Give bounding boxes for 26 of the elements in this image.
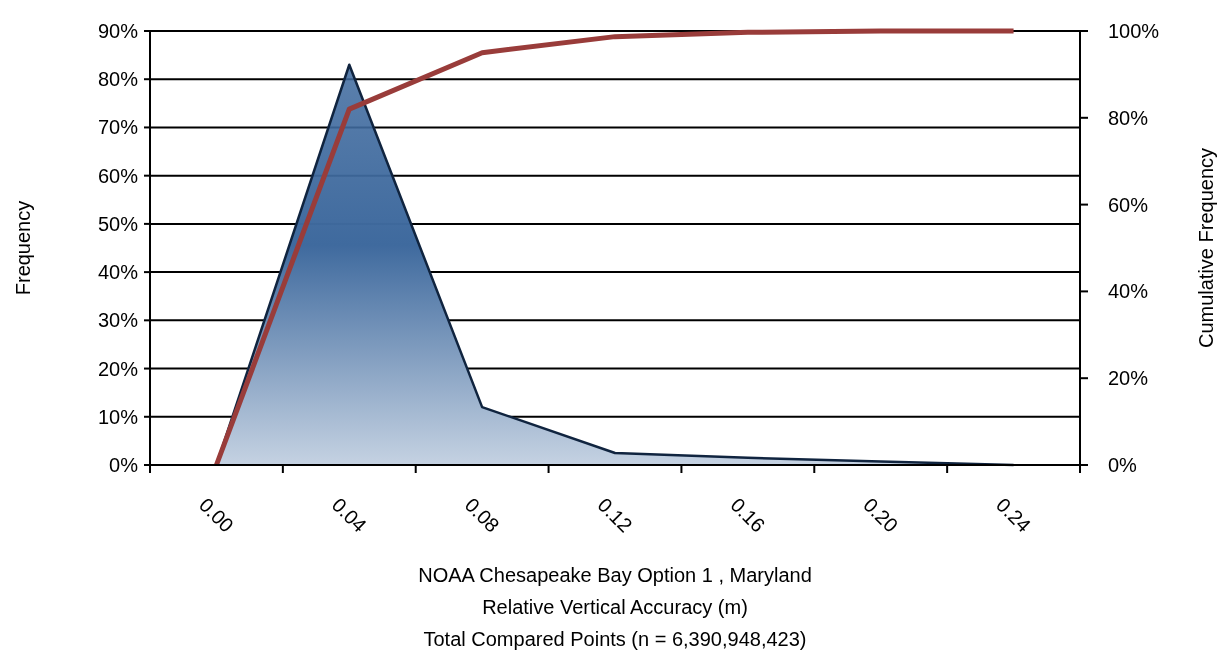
x-tick-label: 0.08 xyxy=(460,493,504,537)
y-tick-label: 20% xyxy=(97,357,139,380)
x-tick-label: 0.16 xyxy=(726,493,770,537)
y-tick-label: 80% xyxy=(97,68,139,91)
x-axis-title: NOAA Chesapeake Bay Option 1 , Maryland Relative Vertical Accuracy (m) Total Compared Points (n = 6,390,948,423) xyxy=(418,564,812,650)
y-axis-title: Frequency xyxy=(12,200,34,296)
y2-axis-title: Cumulative Frequency xyxy=(1195,147,1217,349)
y2-tick-label: 0% xyxy=(1108,454,1138,476)
y-tick-label: 90% xyxy=(97,20,139,42)
y-tick-label: 10% xyxy=(97,405,139,428)
x-tick-label: 0.04 xyxy=(327,493,371,537)
y2-tick-label: 100% xyxy=(1108,20,1160,42)
y-tick-label: 40% xyxy=(97,261,139,284)
y-tick-label: 50% xyxy=(97,212,139,235)
x-tick-label: 0.00 xyxy=(194,493,238,537)
x-tick-label: 0.20 xyxy=(859,493,903,537)
y-tick-label: 70% xyxy=(97,116,139,139)
x-tick-label: 0.12 xyxy=(593,493,637,537)
y2-tick-label: 60% xyxy=(1108,193,1149,216)
y2-tick-label: 80% xyxy=(1108,106,1149,129)
y2-tick-label: 20% xyxy=(1108,367,1149,390)
x-tick-label: 0.24 xyxy=(992,493,1036,537)
y-tick-label: 30% xyxy=(97,309,139,332)
y2-tick-label: 40% xyxy=(1108,280,1149,303)
y-tick-label: 0% xyxy=(109,454,139,476)
y-tick-label: 60% xyxy=(97,164,139,187)
